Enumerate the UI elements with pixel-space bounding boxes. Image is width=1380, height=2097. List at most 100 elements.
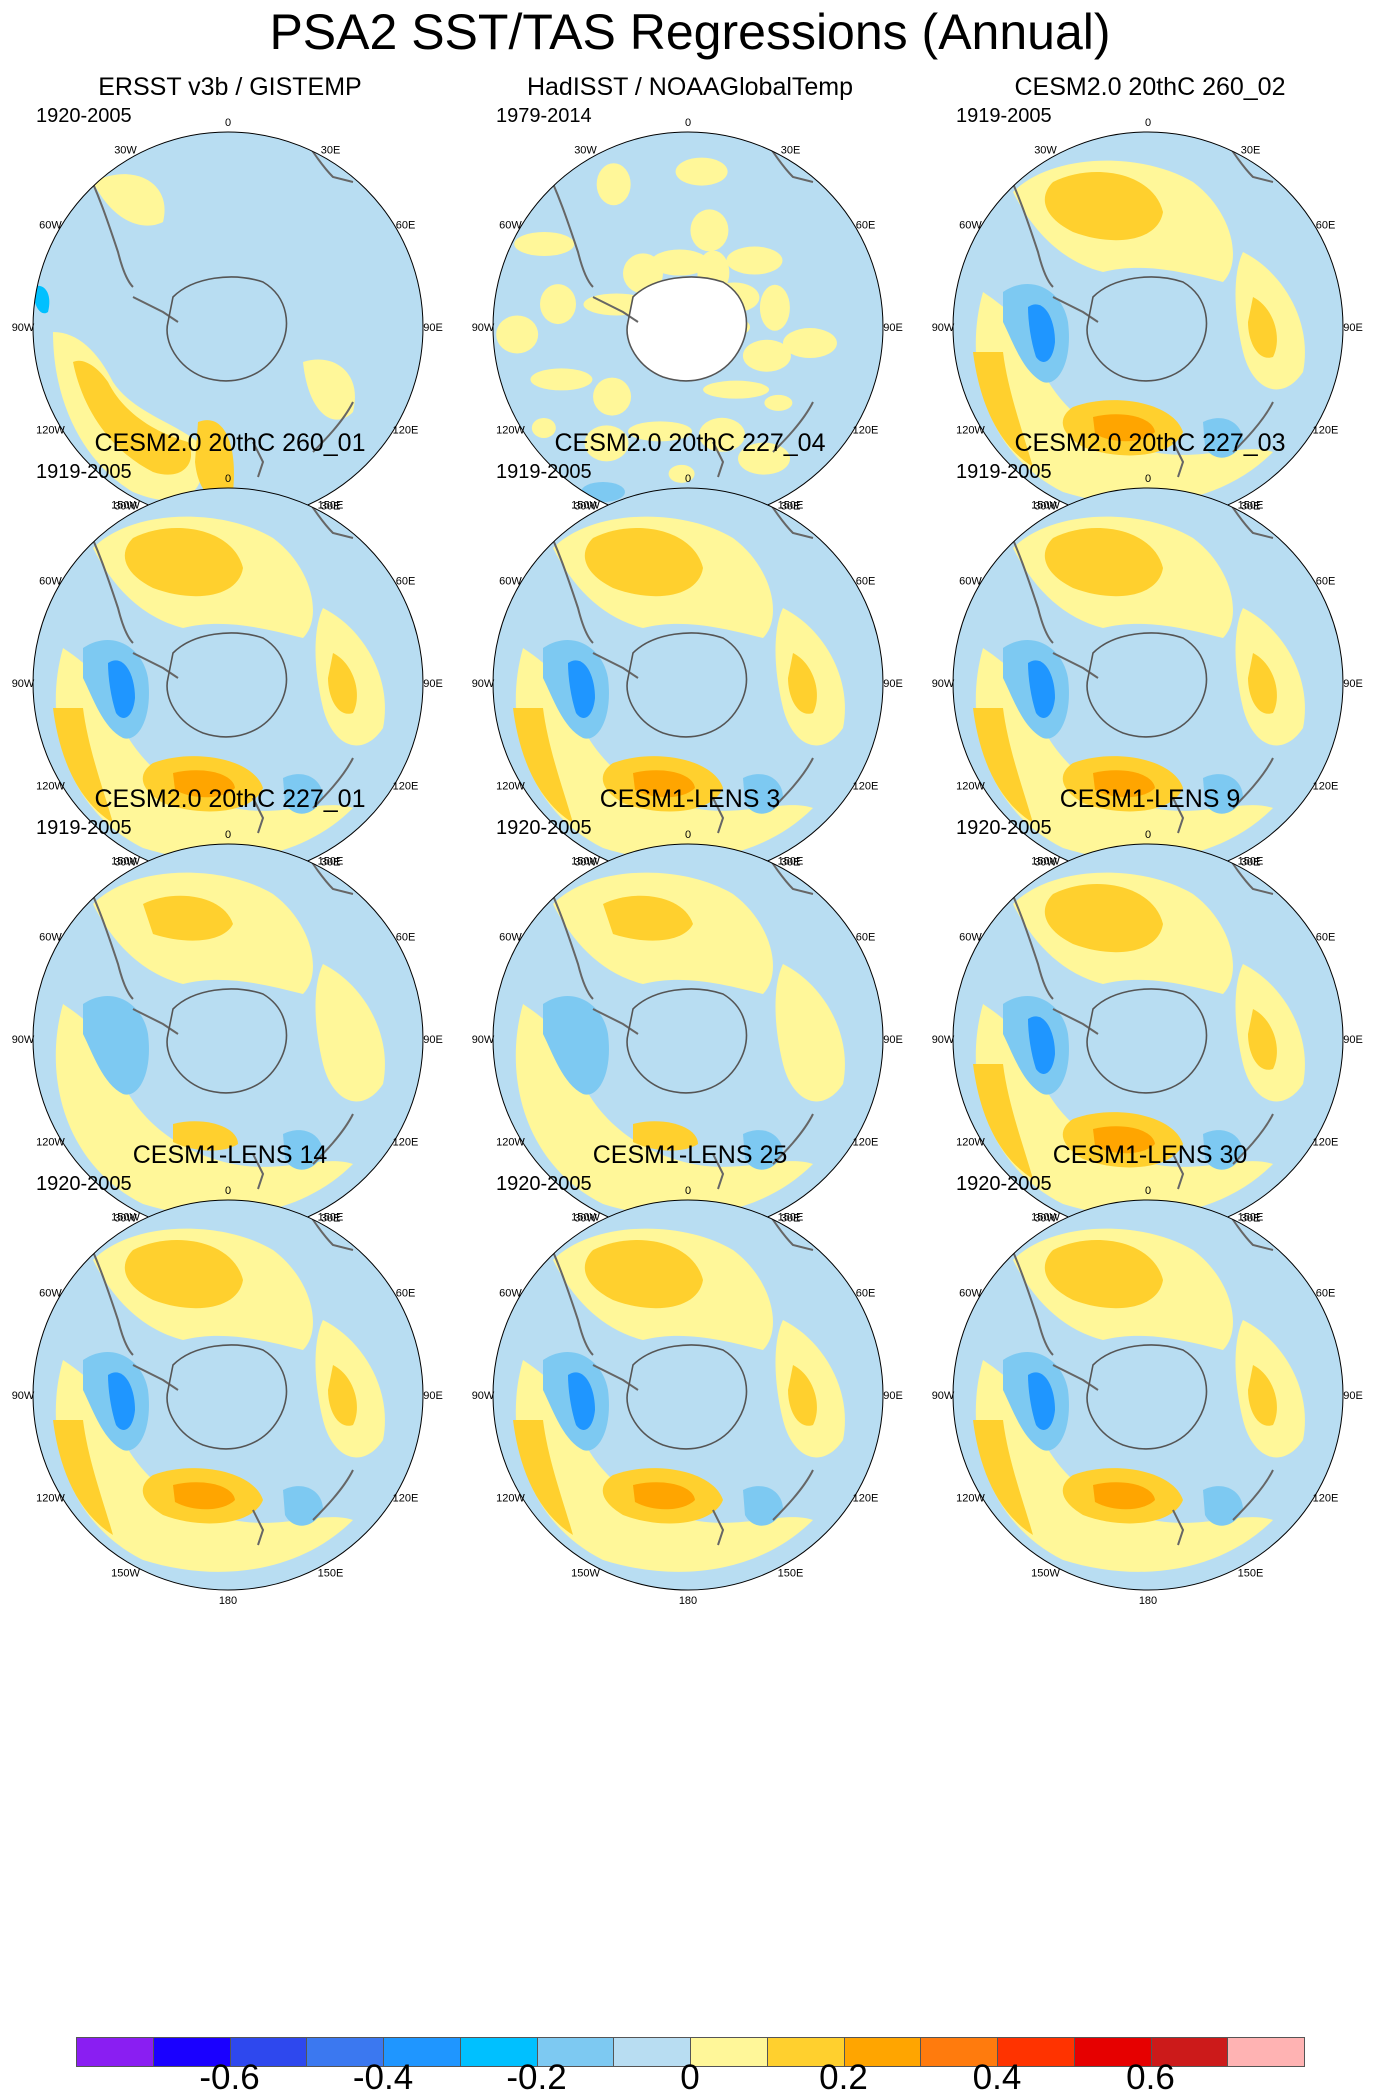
positive-anomaly-core: [53, 1420, 113, 1535]
longitude-label: 30W: [1034, 144, 1057, 156]
coastline-antarctica: [626, 988, 748, 1094]
longitude-label: 150E: [1238, 500, 1264, 512]
negative-anomaly-core: [33, 285, 50, 314]
positive-anomaly-core: [1044, 528, 1163, 597]
map-panel: CESM1-LENS 14 1920-2005 0 30E 60E 90E 120E 150E…: [0, 1140, 460, 1614]
coastline-antarctica: [1086, 276, 1208, 382]
negative-anomaly-region: [83, 995, 149, 1095]
map-panel: CESM2.0 20thC 260_01 1919-2005 0 30E 60E 90E 1…: [0, 428, 460, 902]
longitude-label: 0: [225, 117, 231, 129]
negative-anomaly-region: [283, 774, 323, 814]
colorbar-tick-label: 0.2: [819, 2058, 868, 2097]
coastline-antarctica: [1086, 1344, 1208, 1450]
longitude-label: 90W: [472, 1034, 495, 1046]
longitude-label: 90W: [932, 1390, 955, 1402]
positive-anomaly-patch: [726, 246, 783, 275]
longitude-label: 60W: [959, 932, 982, 944]
positive-anomaly-patch: [514, 232, 575, 256]
longitude-label: 90E: [883, 322, 903, 334]
positive-anomaly-region: [515, 1360, 813, 1572]
longitude-label: 60W: [499, 1288, 522, 1300]
longitude-label: 150E: [778, 500, 804, 512]
longitude-label: 120W: [956, 781, 985, 793]
positive-anomaly-patch: [668, 464, 695, 483]
coastline-new-zealand: [712, 441, 725, 478]
longitude-label: 60W: [499, 932, 522, 944]
positive-anomaly-peak: [1093, 770, 1155, 798]
longitude-label: 90E: [1343, 1390, 1363, 1402]
longitude-label: 60E: [856, 932, 876, 944]
map-panel: CESM2.0 20thC 227_04 1919-2005 0 30E 60E 90E 1…: [460, 428, 920, 902]
map-panel: HadISST / NOAAGlobalTemp 1979-2014 0 30E 60E…: [460, 72, 920, 546]
positive-anomaly-region: [93, 174, 165, 226]
longitude-label: 120E: [1313, 1493, 1339, 1505]
coastline-peninsula: [592, 652, 639, 679]
longitude-label: 120W: [36, 425, 65, 437]
longitude-label: 90E: [423, 1034, 443, 1046]
longitude-label: 120E: [1313, 781, 1339, 793]
negative-anomaly-region: [1203, 1486, 1243, 1526]
longitude-label: 90W: [12, 678, 35, 690]
colorbar-box: [1227, 2037, 1305, 2067]
panel-title: CESM1-LENS 30: [1052, 1141, 1248, 1169]
panel-title: CESM2.0 20thC 227_01: [94, 785, 366, 813]
longitude-label: 150E: [778, 856, 804, 868]
longitude-label: 120W: [496, 781, 525, 793]
longitude-label: 30W: [114, 144, 137, 156]
positive-anomaly-patch: [690, 209, 729, 252]
colorbar-box: [383, 2037, 461, 2067]
longitude-label: 60E: [856, 1288, 876, 1300]
colorbar-box: [76, 2037, 154, 2067]
longitude-label: 120W: [36, 1493, 65, 1505]
longitude-label: 120W: [36, 1137, 65, 1149]
longitude-label: 90W: [472, 1390, 495, 1402]
positive-anomaly-core: [328, 1365, 357, 1426]
positive-anomaly-core: [73, 360, 192, 475]
positive-anomaly-core: [788, 1365, 817, 1426]
panel-period: 1920-2005: [956, 817, 1052, 839]
negative-anomaly-region: [743, 774, 783, 814]
longitude-label: 30E: [781, 500, 801, 512]
positive-anomaly-patch: [759, 284, 790, 331]
panel-period: 1979-2014: [496, 105, 592, 127]
longitude-label: 0: [225, 1185, 231, 1197]
positive-anomaly-region: [975, 1004, 1273, 1216]
longitude-label: 30E: [321, 1212, 341, 1224]
colorbar-box: [229, 2037, 308, 2067]
longitude-label: 90E: [883, 1390, 903, 1402]
longitude-label: 180: [1139, 1595, 1157, 1607]
positive-anomaly-peak: [1093, 414, 1155, 442]
colorbar-box: [459, 2037, 538, 2067]
coastline-new-zealand: [712, 1153, 725, 1190]
panel-title: CESM2.0 20thC 227_03: [1014, 429, 1286, 457]
coastline-antarctica: [166, 276, 288, 382]
longitude-label: 30E: [1241, 144, 1261, 156]
longitude-label: 90W: [932, 322, 955, 334]
map-panel: CESM2.0 20thC 260_02 1919-2005 0 30E 60E 90E 1…: [920, 72, 1380, 546]
panel-period: 1920-2005: [496, 1173, 592, 1195]
colorbar-box: [1073, 2037, 1152, 2067]
coastline-australia: [1232, 757, 1274, 809]
longitude-label: 90E: [1343, 322, 1363, 334]
colorbar-box: [843, 2037, 922, 2067]
coastline-australia: [772, 1469, 814, 1521]
longitude-label: 60W: [39, 220, 62, 232]
positive-anomaly-core: [53, 708, 113, 823]
coastline-new-zealand: [1172, 1153, 1185, 1190]
colorbar-box: [152, 2037, 231, 2067]
coastline-australia: [772, 401, 814, 453]
longitude-label: 150E: [778, 1568, 804, 1580]
longitude-label: 90W: [932, 678, 955, 690]
coastline-new-zealand: [712, 797, 725, 834]
coastline-peninsula: [592, 1364, 639, 1391]
positive-anomaly-core: [973, 1420, 1033, 1535]
coastline-new-zealand: [712, 1509, 725, 1546]
map-panel: CESM1-LENS 30 1920-2005 0 30E 60E 90E 120E 150E…: [920, 1140, 1380, 1614]
coastline-antarctica: [1086, 988, 1208, 1094]
coastline-new-zealand: [252, 441, 265, 478]
longitude-label: 150W: [571, 500, 600, 512]
panel-period: 1919-2005: [496, 461, 592, 483]
